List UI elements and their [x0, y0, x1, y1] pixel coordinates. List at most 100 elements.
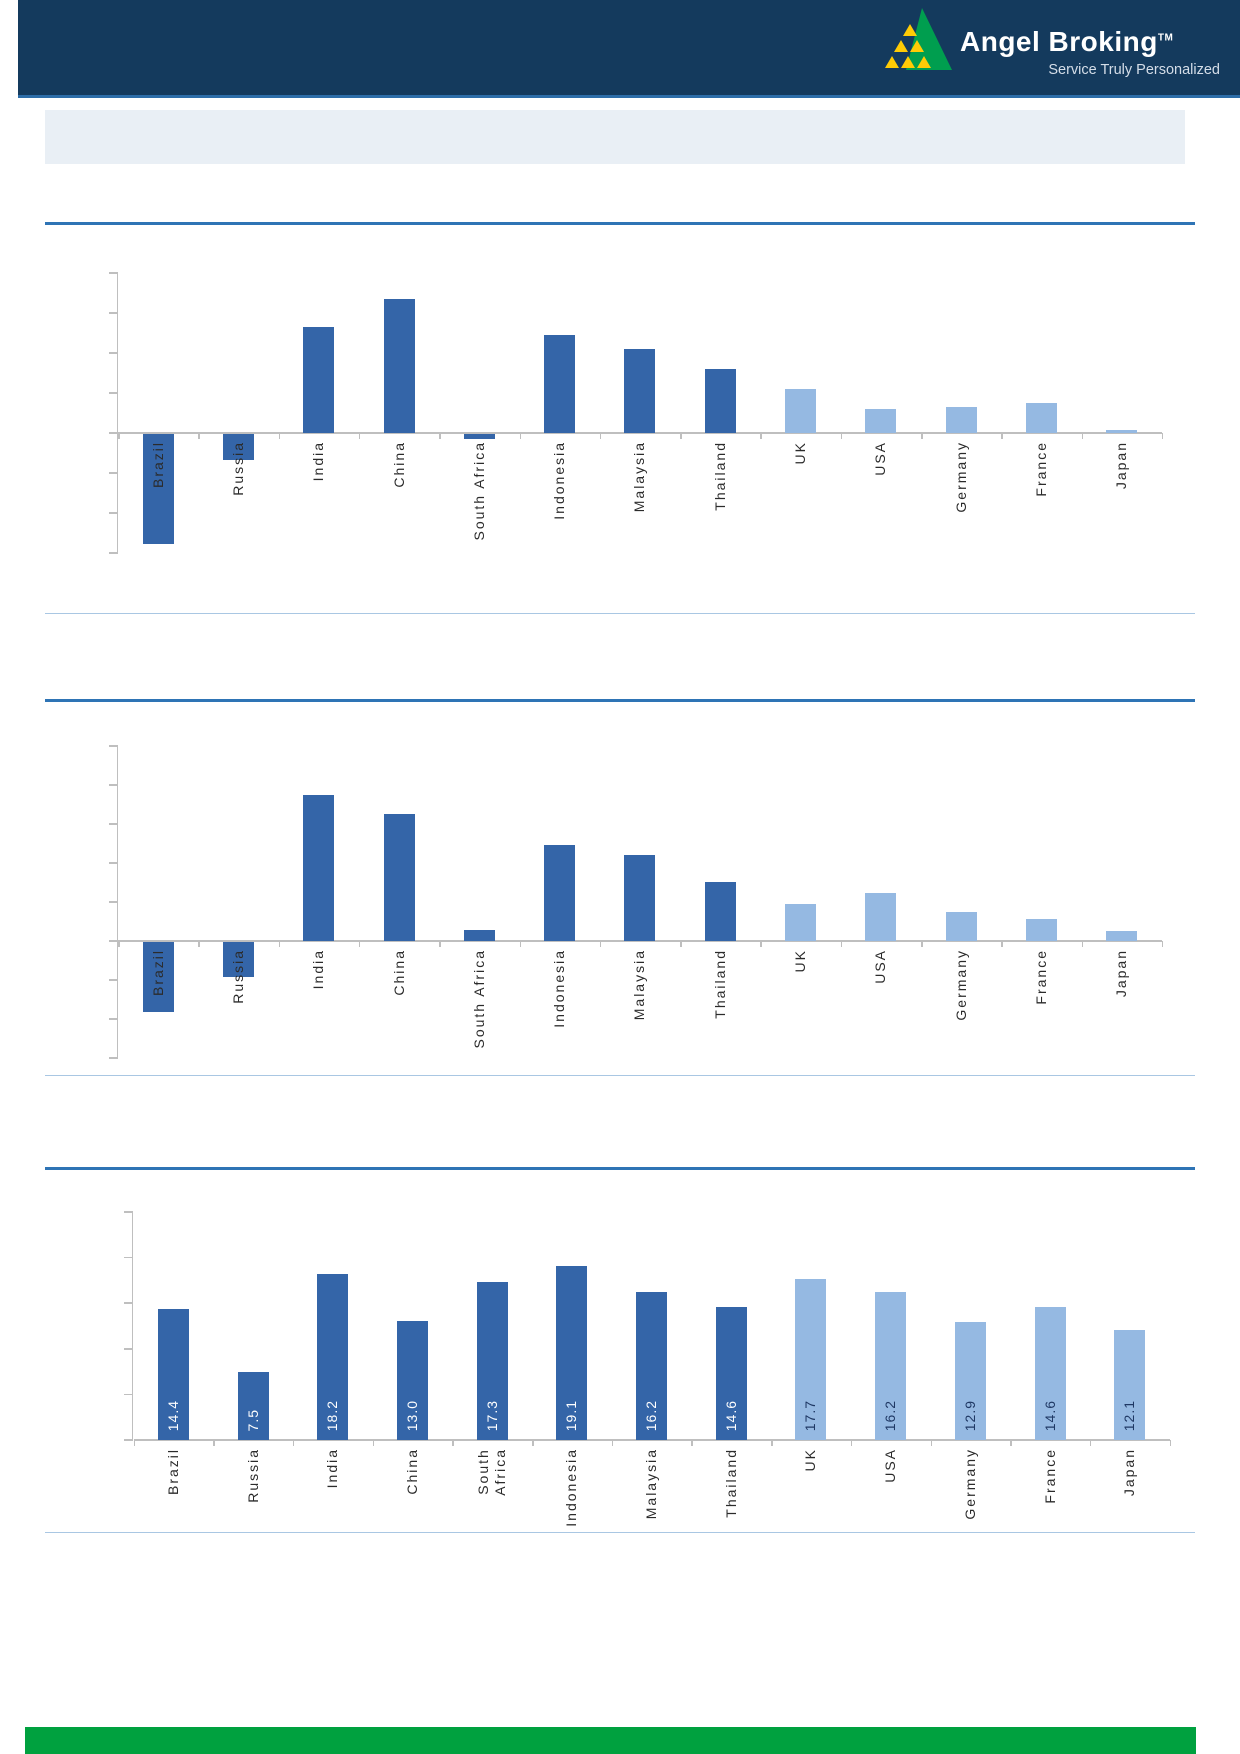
x-label-india: India — [310, 441, 327, 482]
y-axis-tick — [109, 979, 118, 981]
bar-india — [303, 794, 335, 941]
data-label-russia: 7.5 — [244, 1408, 261, 1431]
bar-india — [317, 1274, 349, 1440]
x-axis-tick — [1010, 1440, 1012, 1446]
x-axis-tick — [680, 433, 682, 439]
y-axis-tick — [109, 1057, 118, 1059]
x-label-indonesia: Indonesia — [563, 1448, 580, 1527]
x-label-uk: UK — [792, 441, 809, 465]
section-rule-2 — [45, 699, 1195, 702]
bar-japan — [1106, 931, 1138, 941]
y-axis-tick — [109, 745, 118, 747]
y-axis-tick — [109, 901, 118, 903]
bar-south-africa — [463, 434, 495, 439]
data-label-germany: 12.9 — [961, 1399, 978, 1431]
y-axis-tick — [109, 862, 118, 864]
title-banner — [45, 110, 1185, 164]
bar-uk — [785, 903, 817, 941]
y-axis-tick — [124, 1348, 133, 1350]
x-label-china: China — [390, 949, 407, 996]
x-axis — [118, 940, 1162, 942]
x-axis-tick — [278, 941, 281, 947]
x-axis-tick — [1161, 941, 1164, 947]
data-label-france: 14.6 — [1041, 1399, 1058, 1431]
x-axis-tick — [372, 1440, 375, 1446]
y-axis-tick — [109, 1018, 118, 1020]
y-axis — [131, 1212, 133, 1440]
data-label-malaysia: 16.2 — [643, 1399, 660, 1431]
x-label-france: France — [1032, 949, 1049, 1005]
x-axis-tick — [599, 433, 602, 439]
x-label-uk: UK — [802, 1448, 819, 1472]
x-label-china: China — [403, 1448, 420, 1495]
separator-rule-3 — [45, 1532, 1195, 1533]
x-axis-tick — [850, 1440, 853, 1446]
data-label-japan: 12.1 — [1121, 1399, 1138, 1431]
header-bar: Angel BrokingTM Service Truly Personaliz… — [18, 0, 1240, 98]
x-axis-tick — [930, 1440, 932, 1446]
x-axis-tick — [691, 1440, 693, 1446]
y-axis-tick — [109, 512, 118, 514]
bar-france — [1025, 918, 1057, 941]
bar-china — [383, 814, 415, 941]
footer-bar — [25, 1727, 1196, 1754]
bar-thailand — [704, 369, 736, 433]
bar-indonesia — [556, 1265, 588, 1440]
y-axis-tick — [124, 1393, 133, 1396]
brand-name: Angel BrokingTM — [960, 26, 1174, 57]
data-label-uk: 17.7 — [802, 1399, 819, 1431]
x-label-malaysia: Malaysia — [643, 1448, 660, 1520]
x-axis-tick — [840, 941, 843, 947]
x-label-japan: Japan — [1113, 949, 1130, 998]
data-label-china: 13.0 — [403, 1399, 420, 1431]
x-label-france: France — [1032, 441, 1049, 497]
bar-usa — [865, 409, 897, 433]
y-axis-tick — [109, 823, 118, 825]
x-axis-tick — [358, 433, 361, 439]
x-axis-tick — [133, 1440, 135, 1446]
x-axis-tick — [532, 1440, 534, 1446]
x-label-malaysia: Malaysia — [631, 949, 648, 1021]
bar-germany — [945, 911, 977, 941]
bar-malaysia — [624, 855, 656, 941]
x-axis-tick — [760, 433, 762, 439]
x-axis-tick — [771, 1440, 773, 1446]
x-axis-tick — [680, 941, 682, 947]
x-axis-tick — [519, 941, 521, 947]
bar-japan — [1114, 1329, 1146, 1440]
bar-malaysia — [636, 1292, 668, 1440]
x-label-thailand: Thailand — [722, 1448, 739, 1518]
separator-rule-1 — [45, 613, 1195, 614]
data-label-thailand: 14.6 — [722, 1399, 739, 1431]
x-axis-tick — [358, 941, 361, 947]
x-axis-tick — [213, 1440, 215, 1446]
bar-germany — [945, 407, 977, 433]
x-label-russia: Russia — [229, 949, 246, 1004]
bar-usa — [865, 893, 897, 941]
bar-uk — [795, 1278, 827, 1440]
x-axis-tick — [921, 433, 923, 439]
bar-indonesia — [544, 335, 576, 433]
x-axis — [118, 432, 1162, 434]
bar-brazil — [157, 1308, 189, 1440]
x-label-france: France — [1041, 1448, 1058, 1504]
x-label-south-africa: South Africa — [470, 441, 487, 541]
bar-russia — [222, 942, 254, 978]
y-axis — [116, 273, 118, 553]
x-label-china: China — [390, 441, 407, 488]
data-label-brazil: 14.4 — [164, 1399, 181, 1431]
x-axis-tick — [519, 433, 521, 439]
x-label-germany: Germany — [952, 441, 969, 513]
bar-indonesia — [544, 845, 576, 941]
chart-3: Brazil 14.4 Russia 7.5 India 18.2 China 13.0 Sou… — [0, 1171, 1240, 1531]
x-axis-tick — [198, 941, 200, 947]
x-label-malaysia: Malaysia — [631, 441, 648, 513]
bar-russia — [222, 434, 254, 460]
x-label-brazil: Brazil — [149, 441, 166, 489]
section-rule-3 — [45, 1167, 1195, 1170]
x-label-india: India — [310, 949, 327, 990]
x-label-usa: USA — [882, 1448, 899, 1483]
y-axis-tick — [124, 1256, 133, 1259]
y-axis-tick — [124, 1302, 133, 1304]
y-axis-tick — [109, 432, 118, 434]
